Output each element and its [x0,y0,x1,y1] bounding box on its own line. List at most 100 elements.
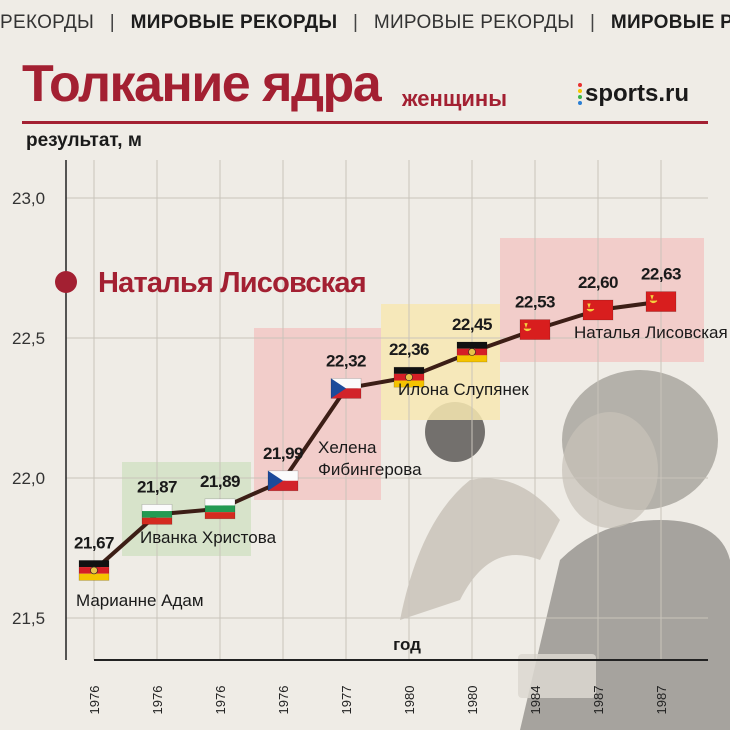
data-label: 21,89 [200,472,240,491]
ussr-flag-icon [519,319,551,340]
flag-stripe [205,512,235,519]
bul-flag-icon [141,504,173,525]
ussr-flag-icon [582,299,614,321]
data-label: 22,36 [389,340,429,359]
record-holder-marker [55,271,77,293]
flag-emblem [468,348,476,356]
sports-ru-logo[interactable]: sports.ru [578,80,689,108]
photo-face [562,412,658,528]
photo-arm [400,478,560,620]
data-label: 22,60 [578,273,618,292]
data-label: 21,99 [263,444,303,463]
ticker-separator: | [109,12,116,33]
chart-title: Толкание ядра [22,55,382,113]
flag-stripe [457,342,487,349]
flag-stripe [142,511,172,518]
flag-field [646,291,676,312]
x-tick-label: 1980 [465,686,480,715]
flag-border [645,291,677,312]
logo-dot [578,89,582,93]
data-label: 22,32 [326,351,366,370]
flag-triangle [268,470,283,491]
x-tick-label: 1987 [591,686,606,715]
ticker-item: МИРОВЫЕ РЕКОРДЫ [373,12,575,33]
flag-emblem [405,373,413,382]
ticker-item: МИРОВЫЕ РЕКОРДЫ [610,12,730,33]
athlete-name-label: Наталья Лисовская [574,323,728,342]
athlete-name-label: Иванка Христова [140,528,277,547]
flag-stripe [79,573,109,581]
flag-stripe [205,498,235,506]
ticker-item: МИРОВЫЕ РЕКОРДЫ [130,12,338,33]
flag-stripe [142,504,172,512]
x-tick-label: 1976 [213,686,228,715]
flag-stripe [205,505,235,513]
athlete-name-line: Фибингерова [318,460,422,479]
x-tick-label: 1976 [87,686,102,715]
flag-border [78,560,110,581]
flag-emblem [523,323,532,332]
flag-stripe [394,380,424,388]
title-rule [22,121,708,124]
photo-torso [520,520,730,730]
logo-dot [578,83,582,87]
x-axis-title: год [393,635,421,654]
flag-border [204,498,236,520]
flag-stripe [142,517,172,525]
data-label: 22,63 [641,265,681,284]
y-axis-label: результат, м [26,130,142,151]
cze-flag-icon [330,378,362,399]
y-tick-label: 23,0 [12,189,45,208]
series-line [92,299,662,572]
ticker-item: РЕКОРДЫ [0,12,95,33]
athlete-name-line: Хелена [318,438,377,457]
gdr-flag-icon [78,560,110,581]
flag-field [583,300,613,320]
athlete-name-label: Хелена Фибингерова [318,438,422,479]
x-tick-label: 1976 [150,686,165,715]
data-label: 21,67 [74,533,114,552]
athlete-name-label: Илона Слупянек [398,380,529,399]
flag-border [456,341,488,363]
logo-text: sports.ru [585,80,690,107]
data-label: 21,87 [137,477,177,496]
flag-border [582,299,614,321]
flag-border [519,319,551,340]
flag-stripe [268,480,298,491]
photo-bib [518,654,596,698]
athlete-photo [400,370,730,730]
athlete-name-label: Марианне Адам [76,591,204,610]
data-label: 22,53 [515,293,555,312]
x-tick-label: 1987 [654,686,669,715]
x-tick-label: 1977 [339,686,354,715]
flag-emblem [586,303,595,312]
logo-dot [578,95,582,99]
bul-flag-icon [204,498,236,520]
ticker-separator: | [353,12,359,33]
grid-lines [66,160,708,660]
x-tick-label: 1984 [528,686,543,715]
flag-border [393,366,425,388]
flag-border [141,504,173,525]
ticker-separator: | [589,12,596,33]
y-tick-label: 21,5 [12,609,45,628]
ussr-flag-icon [645,291,677,312]
flag-stripe [394,367,424,374]
flag-emblem [649,295,658,304]
chart-subtitle: женщины [402,86,507,111]
cze-flag-icon [267,470,299,492]
headline-ticker: РЕКОРДЫ | МИРОВЫЕ РЕКОРДЫ | МИРОВЫЕ РЕКО… [0,12,730,40]
flag-border [330,378,362,399]
flag-stripe [331,388,361,399]
flag-border [267,470,299,492]
logo-dot [578,101,582,105]
y-tick-label: 22,0 [12,469,45,488]
flag-stripe [331,378,361,389]
flag-stripe [268,470,298,481]
y-tick-label: 22,5 [12,329,45,348]
flag-field [520,319,550,340]
flag-emblem [90,566,98,575]
record-holder-label: Наталья Лисовская [98,267,366,299]
data-label: 22,45 [452,315,492,334]
